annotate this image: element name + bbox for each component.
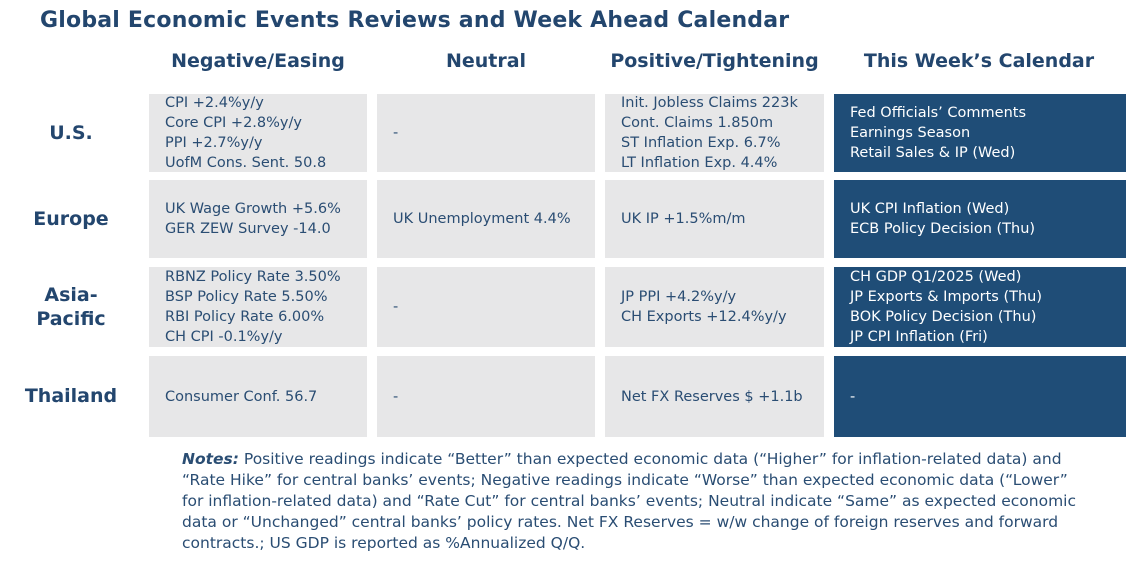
cell-line: UK IP +1.5%m/m (621, 211, 746, 227)
cell-line: PPI +2.7%y/y (165, 135, 263, 151)
cell-thailand-negative: Consumer Conf. 56.7 (149, 356, 367, 437)
cell-line: UK CPI Inflation (Wed) (850, 201, 1010, 217)
cell-us-positive: Init. Jobless Claims 223k Cont. Claims 1… (605, 94, 824, 172)
cell-line: - (393, 388, 399, 405)
row-label-europe: Europe (33, 208, 109, 230)
notes-text: Positive readings indicate “Better” than… (182, 450, 1077, 552)
cell-line: Cont. Claims 1.850m (621, 115, 774, 131)
cell-line: Retail Sales & IP (Wed) (850, 145, 1016, 161)
cell-line: JP Exports & Imports (Thu) (850, 289, 1043, 305)
cell-line: Consumer Conf. 56.7 (165, 388, 318, 405)
column-header-negative: Negative/Easing (171, 50, 345, 72)
cell-line: CH Exports +12.4%y/y (621, 309, 787, 325)
cell-europe-neutral: UK Unemployment 4.4% (377, 180, 595, 258)
cell-line: UK Unemployment 4.4% (393, 211, 571, 227)
cell-line: CPI +2.4%y/y (165, 95, 264, 111)
cell-line: UK Wage Growth +5.6% (165, 201, 341, 217)
cell-line: - (393, 125, 399, 141)
cell-line: ECB Policy Decision (Thu) (850, 221, 1036, 237)
cell-thailand-positive: Net FX Reserves $ +1.1b (605, 356, 824, 437)
row-label-asia-pacific: Asia- Pacific (0, 267, 142, 347)
cell-line: ST Inflation Exp. 6.7% (621, 135, 781, 151)
row-label-thailand: Thailand (24, 385, 118, 407)
cell-asia-pacific-neutral: - (377, 267, 595, 347)
cell-thailand-neutral: - (377, 356, 595, 437)
cell-line: - (850, 388, 856, 405)
notes-footnote: Notes: Positive readings indicate “Bette… (182, 449, 1092, 554)
cell-us-calendar: Fed Officials’ Comments Earnings Season … (834, 94, 1126, 172)
page-title: Global Economic Events Reviews and Week … (40, 8, 790, 33)
row-label-line: Pacific (36, 308, 106, 330)
cell-line: BOK Policy Decision (Thu) (850, 309, 1037, 325)
cell-thailand-calendar: - (834, 356, 1126, 437)
row-label-line: Asia- (44, 284, 98, 306)
cell-line: RBI Policy Rate 6.00% (165, 309, 325, 325)
cell-europe-positive: UK IP +1.5%m/m (605, 180, 824, 258)
cell-line: Core CPI +2.8%y/y (165, 115, 302, 131)
cell-line: Init. Jobless Claims 223k (621, 95, 798, 111)
cell-line: Net FX Reserves $ +1.1b (621, 388, 803, 405)
column-header-positive: Positive/Tightening (610, 50, 819, 72)
row-label-us: U.S. (49, 122, 93, 144)
column-header-neutral: Neutral (445, 50, 527, 72)
cell-line: - (393, 299, 399, 315)
cell-us-neutral: - (377, 94, 595, 172)
cell-europe-negative: UK Wage Growth +5.6% GER ZEW Survey -14.… (149, 180, 367, 258)
notes-label: Notes: (182, 450, 239, 468)
cell-line: GER ZEW Survey -14.0 (165, 221, 331, 237)
cell-europe-calendar: UK CPI Inflation (Wed) ECB Policy Decisi… (834, 180, 1126, 258)
cell-line: CH CPI -0.1%y/y (165, 329, 283, 345)
cell-line: JP CPI Inflation (Fri) (850, 329, 988, 345)
cell-line: JP PPI +4.2%y/y (621, 289, 737, 305)
cell-line: Fed Officials’ Comments (850, 105, 1026, 121)
column-header-calendar: This Week’s Calendar (863, 50, 1095, 72)
cell-line: BSP Policy Rate 5.50% (165, 289, 328, 305)
cell-asia-pacific-calendar: CH GDP Q1/2025 (Wed) JP Exports & Import… (834, 267, 1126, 347)
cell-asia-pacific-positive: JP PPI +4.2%y/y CH Exports +12.4%y/y (605, 267, 824, 347)
cell-line: CH GDP Q1/2025 (Wed) (850, 269, 1022, 285)
cell-us-negative: CPI +2.4%y/y Core CPI +2.8%y/y PPI +2.7%… (149, 94, 367, 172)
cell-line: UofM Cons. Sent. 50.8 (165, 155, 327, 171)
cell-asia-pacific-negative: RBNZ Policy Rate 3.50% BSP Policy Rate 5… (149, 267, 367, 347)
cell-line: LT Inflation Exp. 4.4% (621, 155, 778, 171)
cell-line: Earnings Season (850, 125, 971, 141)
cell-line: RBNZ Policy Rate 3.50% (165, 269, 341, 285)
